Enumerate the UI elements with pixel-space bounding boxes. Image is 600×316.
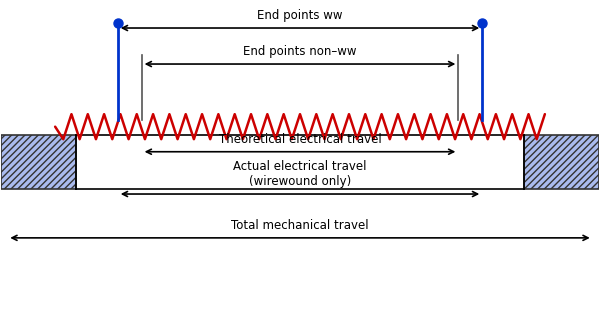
- Text: Actual electrical travel
(wirewound only): Actual electrical travel (wirewound only…: [233, 161, 367, 188]
- Text: Total mechanical travel: Total mechanical travel: [231, 219, 369, 232]
- Text: End points ww: End points ww: [257, 9, 343, 22]
- Bar: [524, 135, 599, 189]
- Text: Theoretical electrical travel: Theoretical electrical travel: [218, 133, 382, 146]
- Bar: [1, 135, 76, 189]
- Text: End points non–ww: End points non–ww: [243, 46, 357, 58]
